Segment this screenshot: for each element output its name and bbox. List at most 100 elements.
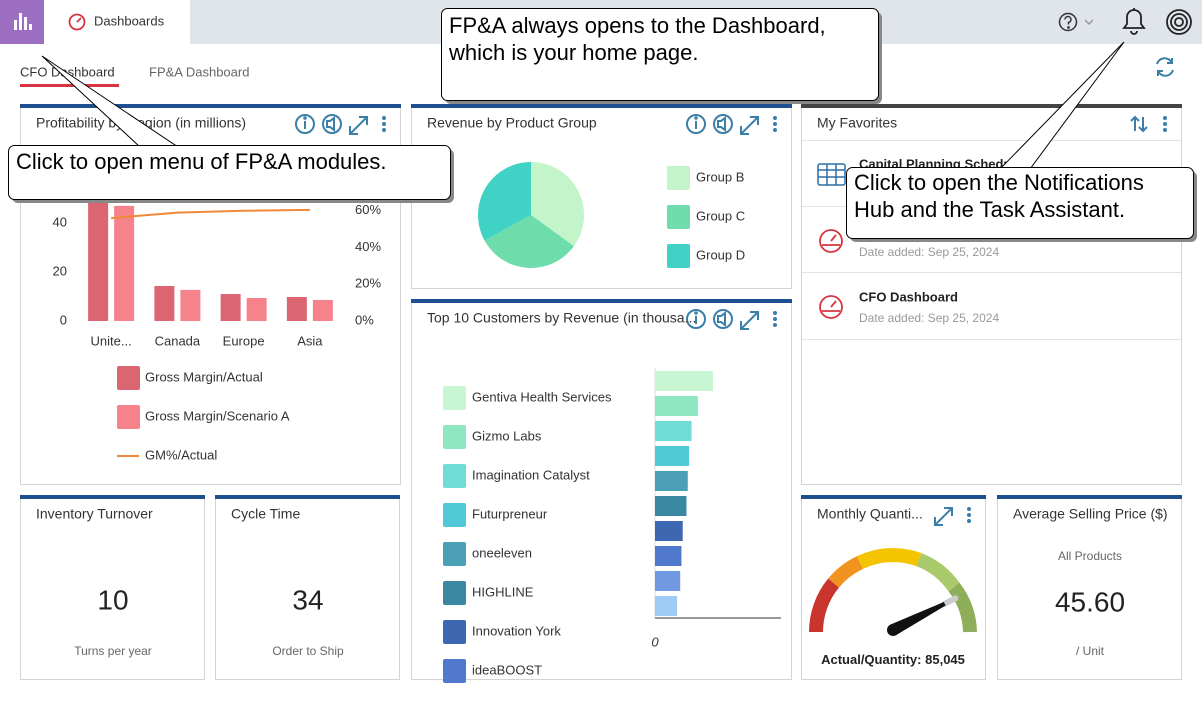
dashboard-icon xyxy=(819,295,843,319)
bar xyxy=(246,297,267,321)
panel-icons xyxy=(295,114,1167,526)
widget-title: Average Selling Price ($) xyxy=(1013,506,1168,522)
bar xyxy=(220,294,241,321)
legend-label: Futurpreneur xyxy=(472,506,548,521)
y2-tick-label: 0% xyxy=(355,312,374,327)
dashboard-icon xyxy=(819,229,843,253)
legend-label: Gizmo Labs xyxy=(472,428,542,443)
legend-swatch xyxy=(117,405,140,429)
favorite-title[interactable]: CFO Dashboard xyxy=(859,289,958,304)
panel xyxy=(997,495,1182,680)
bar xyxy=(114,205,135,321)
legend-label: HIGHLINE xyxy=(472,584,534,599)
callout-text: which is your home page. xyxy=(448,40,698,65)
legend-swatch xyxy=(443,386,466,410)
panel xyxy=(20,495,205,680)
info-icon[interactable] xyxy=(686,309,706,329)
legend-swatch xyxy=(443,425,466,449)
panel-top xyxy=(801,495,986,499)
pie-slice xyxy=(531,162,585,247)
dashboards-tab[interactable] xyxy=(44,0,190,44)
bar xyxy=(154,285,175,321)
legend-label: GM%/Actual xyxy=(145,447,217,462)
info-icon[interactable] xyxy=(295,114,315,134)
bar xyxy=(312,299,333,321)
legend-swatch xyxy=(117,366,140,390)
bar xyxy=(655,446,690,466)
expand-icon[interactable] xyxy=(740,311,759,330)
menu-icon[interactable] xyxy=(967,507,971,523)
widget-title: Revenue by Product Group xyxy=(427,115,597,131)
active-tab-underline xyxy=(20,84,119,87)
info-icon[interactable] xyxy=(686,114,706,134)
assistant-icon[interactable] xyxy=(1166,9,1192,35)
bar xyxy=(655,471,688,491)
menu-icon[interactable] xyxy=(773,311,777,327)
callout-text: Click to open the Notifications xyxy=(854,170,1144,195)
legend-label: Group B xyxy=(696,169,744,184)
widget-title: Top 10 Customers by Revenue (in thousa..… xyxy=(427,310,696,326)
bar xyxy=(655,371,713,391)
legend-swatch xyxy=(443,659,466,683)
kpi-subtitle: All Products xyxy=(1058,549,1122,563)
kpi-caption: Order to Ship xyxy=(272,644,344,658)
bar xyxy=(655,546,682,566)
legend-swatch xyxy=(667,166,690,190)
expand-icon[interactable] xyxy=(349,116,368,135)
favorite-date: Date added: Sep 25, 2024 xyxy=(859,245,999,259)
sort-icon[interactable] xyxy=(1130,115,1148,133)
gauge-label-text: Actual/Quantity: xyxy=(821,652,921,667)
modules-icon xyxy=(14,13,32,30)
legend-label: ideaBOOST xyxy=(472,662,542,677)
gauge-needle-tip xyxy=(941,595,959,607)
y-tick-label: 0 xyxy=(60,312,67,327)
audio-icon[interactable] xyxy=(713,309,733,329)
legend-label: Gross Margin/Scenario A xyxy=(145,408,290,423)
legend-label: Group C xyxy=(696,208,745,223)
bar xyxy=(655,571,681,591)
panel-top xyxy=(20,104,401,108)
panel xyxy=(215,495,400,680)
dashboard-tab[interactable]: CFO Dashboard xyxy=(20,64,115,79)
y2-tick-label: 40% xyxy=(355,239,381,254)
menu-icon[interactable] xyxy=(1163,116,1167,132)
refresh-icon[interactable] xyxy=(1156,57,1174,77)
panel-top xyxy=(997,495,1182,499)
expand-icon[interactable] xyxy=(934,507,953,526)
bar xyxy=(655,521,683,541)
legend-swatch xyxy=(443,581,466,605)
x-tick-label: Asia xyxy=(297,333,323,348)
charts: 0 20 40 0% 20% 40% 60% Unite... Canada Europe Asia… xyxy=(53,162,959,683)
bar xyxy=(655,496,687,516)
expand-icon[interactable] xyxy=(740,116,759,135)
gauge-hub xyxy=(887,624,899,636)
help-icon[interactable] xyxy=(1058,12,1094,32)
tab-label: Dashboards xyxy=(94,13,165,28)
audio-icon[interactable] xyxy=(322,114,342,134)
widget-title: Cycle Time xyxy=(231,506,300,522)
legend-label: Gentiva Health Services xyxy=(472,389,612,404)
menu-icon[interactable] xyxy=(773,116,777,132)
dashboard-icon xyxy=(68,13,86,31)
kpi-caption: Turns per year xyxy=(74,644,152,658)
bar xyxy=(655,421,692,441)
audio-icon[interactable] xyxy=(713,114,733,134)
dashboard-tab[interactable]: FP&A Dashboard xyxy=(149,64,249,79)
callout-text: Hub and the Task Assistant. xyxy=(854,197,1125,222)
schedule-icon xyxy=(817,163,846,186)
panel-top xyxy=(215,495,400,499)
kpi-caption: / Unit xyxy=(1076,644,1105,658)
bar xyxy=(655,396,698,416)
legend-swatch xyxy=(667,244,690,268)
panel-top xyxy=(20,495,205,499)
x-tick-label: 0 xyxy=(651,634,659,649)
notifications-icon[interactable] xyxy=(1122,8,1146,35)
bar xyxy=(655,596,678,616)
callout-text: FP&A always opens to the Dashboard, xyxy=(449,13,826,38)
menu-icon[interactable] xyxy=(382,116,386,132)
legend-swatch xyxy=(443,542,466,566)
widget-title: My Favorites xyxy=(817,115,897,131)
bar xyxy=(88,202,109,321)
panel xyxy=(411,104,792,289)
callout xyxy=(8,145,451,200)
